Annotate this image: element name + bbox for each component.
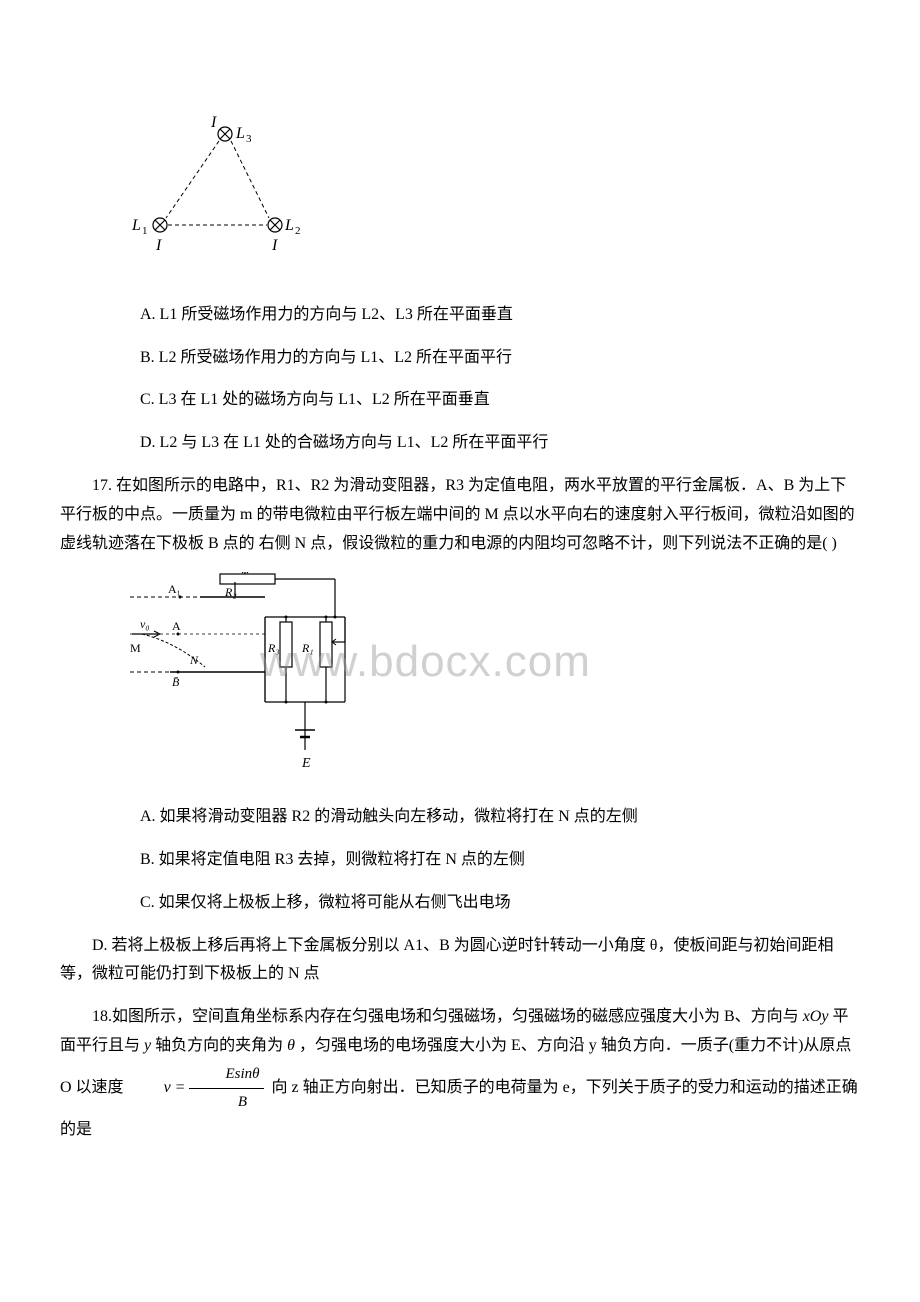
q17-option-b: B. 如果将定值电阻 R3 去掉，则微粒将打在 N 点的左侧 (140, 846, 860, 875)
svg-text:I: I (210, 114, 217, 131)
q16-svg: I L 3 L 1 I L 2 I (120, 110, 310, 270)
q18-text-1: 18.如图所示，空间直角坐标系内存在匀强电场和匀强磁场，匀强磁场的磁感应强度大小… (92, 1008, 799, 1025)
svg-text:2: 2 (295, 225, 301, 237)
svg-text:3: 3 (246, 133, 252, 145)
svg-text:I: I (155, 237, 162, 254)
svg-text:B̄: B̄ (172, 675, 180, 689)
q18-formula-num: Esinθ (189, 1061, 263, 1089)
svg-text:I: I (271, 237, 278, 254)
q17-stem: 17. 在如图所示的电路中，R1、R2 为滑动变阻器，R3 为定值电阻，两水平放… (60, 472, 860, 558)
svg-text:R₃: R₃ (267, 641, 280, 655)
q18-text-3: 轴负方向的夹角为 (155, 1037, 283, 1054)
q17-option-a: A. 如果将滑动变阻器 R2 的滑动触头向左移动，微粒将打在 N 点的左侧 (140, 803, 860, 832)
svg-text:A₁: A₁ (168, 582, 181, 596)
q17-option-c: C. 如果仅将上极板上移，微粒将可能从右侧飞出电场 (140, 889, 860, 918)
svg-text:L: L (284, 217, 294, 234)
q18-theta: θ (287, 1037, 295, 1054)
q18-formula-den: B (189, 1089, 263, 1116)
svg-text:L: L (131, 217, 141, 234)
svg-text:M: M (130, 641, 141, 655)
svg-text:A: A (172, 619, 181, 633)
q18-formula: v = Esinθ B (132, 1061, 264, 1116)
q18-stem: 18.如图所示，空间直角坐标系内存在匀强电场和匀强磁场，匀强磁场的磁感应强度大小… (60, 1003, 860, 1144)
svg-text:L: L (235, 125, 245, 142)
q16-figure: I L 3 L 1 I L 2 I (120, 110, 860, 281)
q18-formula-lhs: v = (164, 1079, 186, 1096)
svg-text:E: E (301, 756, 311, 771)
svg-text:v₀: v₀ (140, 617, 150, 631)
svg-text:R₁: R₁ (301, 641, 314, 655)
svg-text:N: N (189, 653, 199, 667)
svg-text:R₂: R₂ (224, 585, 237, 599)
q17-figure-wrap: A₁ R₂ v₀ A M N B̄ R₃ (120, 572, 860, 783)
q16-option-d: D. L2 与 L3 在 L1 处的合磁场方向与 L1、L2 所在平面平行 (140, 429, 860, 458)
q17-option-d: D. 若将上极板上移后再将上下金属板分别以 A1、B 为圆心逆时针转动一小角度 … (60, 932, 860, 990)
svg-text:1: 1 (142, 225, 148, 237)
q18-xoy: xOy (803, 1008, 829, 1025)
q16-option-a: A. L1 所受磁场作用力的方向与 L2、L3 所在平面垂直 (140, 301, 860, 330)
q17-svg: A₁ R₂ v₀ A M N B̄ R₃ (120, 572, 390, 772)
q16-option-b: B. L2 所受磁场作用力的方向与 L1、L2 所在平面平行 (140, 344, 860, 373)
q18-y: y (144, 1037, 151, 1054)
q16-option-c: C. L3 在 L1 处的磁场方向与 L1、L2 所在平面垂直 (140, 386, 860, 415)
